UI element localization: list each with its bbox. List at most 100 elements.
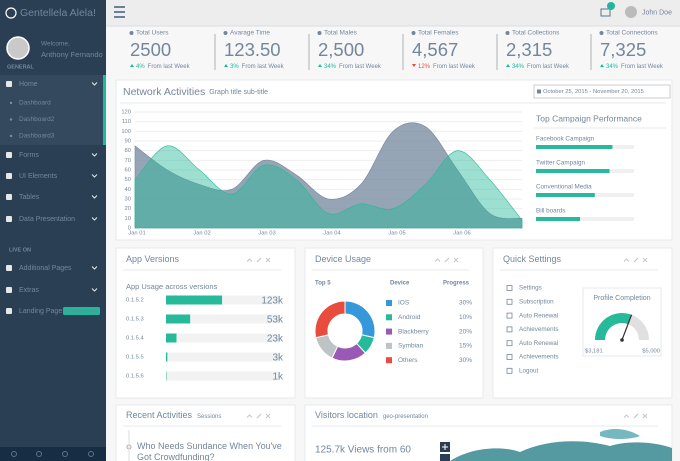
gauge-max: $5,000 xyxy=(642,349,660,355)
progress-bar xyxy=(536,145,613,149)
campaign-label: Conventional Media xyxy=(536,184,592,191)
panel-title: Network Activities xyxy=(123,86,205,98)
settings-item[interactable]: Auto Renewal xyxy=(519,312,558,319)
user-avatar[interactable] xyxy=(625,6,637,18)
change: 4% xyxy=(136,64,145,70)
x-tick-label: Jan 02 xyxy=(193,231,210,237)
settings-icon[interactable] xyxy=(256,257,262,263)
close-icon[interactable] xyxy=(265,413,271,419)
x-tick-label: Jan 05 xyxy=(388,231,405,237)
progress-bg xyxy=(166,333,280,343)
submenu-item[interactable]: Dashboard2 xyxy=(19,116,55,123)
welcome: Welcome, xyxy=(41,41,70,48)
map-land xyxy=(450,441,672,461)
settings-item[interactable]: Settings xyxy=(519,285,542,292)
version-label: 0.1.5.6 xyxy=(126,374,144,380)
menu-item[interactable]: Additional Pages xyxy=(19,265,72,272)
settings-icon[interactable] xyxy=(256,413,262,419)
panel-header: App Versions xyxy=(126,254,180,264)
change-note: From last Week xyxy=(148,64,191,70)
menu-item[interactable]: Home xyxy=(19,81,38,88)
submenu-item[interactable]: Dashboard xyxy=(19,100,51,107)
settings-icon[interactable] xyxy=(444,257,450,263)
progress-bar xyxy=(536,193,595,197)
progress-bar xyxy=(536,169,610,173)
map-zoom-out[interactable] xyxy=(440,454,450,461)
change-note: From last Week xyxy=(339,64,382,70)
trend-arrow xyxy=(318,64,322,67)
close-icon[interactable] xyxy=(265,257,271,263)
progress-bg xyxy=(166,295,280,305)
date-range-box[interactable] xyxy=(533,84,671,99)
settings-item[interactable]: Achievements xyxy=(519,326,559,333)
collapse-icon[interactable] xyxy=(623,258,630,262)
progress-bar xyxy=(166,295,223,305)
menu-item[interactable]: Landing Page xyxy=(19,308,62,315)
collapse-icon[interactable] xyxy=(434,258,441,262)
close-icon[interactable] xyxy=(642,257,648,263)
footer-icon[interactable] xyxy=(62,451,68,457)
y-tick-label: 100 xyxy=(121,129,131,135)
settings-item[interactable]: Logout xyxy=(519,367,539,374)
settings-icon[interactable] xyxy=(633,413,639,419)
close-icon[interactable] xyxy=(642,413,648,419)
menu-item[interactable]: Extras xyxy=(19,287,39,294)
chevron xyxy=(91,82,98,86)
settings-item[interactable]: Subscription xyxy=(519,298,554,305)
stat-icon xyxy=(317,31,322,35)
panel-title: Visitors location xyxy=(315,410,378,420)
panel-header: Visitors location geo-presentation xyxy=(315,410,428,420)
close-icon[interactable] xyxy=(453,257,459,263)
panel-title: Device Usage xyxy=(315,254,371,264)
menu-toggle[interactable] xyxy=(114,6,125,18)
progress-bar xyxy=(536,217,581,221)
trend-arrow xyxy=(224,64,228,67)
date-range: October 25, 2015 - November 20, 2015 xyxy=(543,89,644,95)
item-icon xyxy=(506,367,513,374)
version-label: 0.1.5.3 xyxy=(126,317,144,323)
panel-subtitle: Sessions xyxy=(197,414,221,420)
menu-item[interactable]: Data Presentation xyxy=(19,216,75,223)
menu-icon xyxy=(6,152,12,158)
area-series xyxy=(134,145,523,229)
settings-item[interactable]: Achievements xyxy=(519,354,559,361)
footer-icon[interactable] xyxy=(11,451,17,457)
stat-value: 7,325 xyxy=(600,39,646,60)
collapse-icon[interactable] xyxy=(623,414,630,418)
mail-icon[interactable] xyxy=(600,8,611,17)
menu-item[interactable]: UI Elements xyxy=(19,173,58,180)
submenu-item[interactable]: Dashboard3 xyxy=(19,133,55,140)
item-icon xyxy=(506,326,513,333)
item-icon xyxy=(506,354,513,360)
device-percent: 15% xyxy=(459,343,472,350)
menu-item[interactable]: Tables xyxy=(19,194,40,201)
campaign-label: Bill boards xyxy=(536,208,565,215)
subtitle: App Usage across versions xyxy=(126,282,218,291)
change: 34% xyxy=(324,64,337,70)
settings-item[interactable]: Auto Renewal xyxy=(519,340,558,347)
submenu-dot xyxy=(9,118,13,121)
panel-title: Quick Settings xyxy=(503,254,562,264)
device-name: Symbian xyxy=(398,343,424,350)
stat-value: 2,500 xyxy=(318,39,364,60)
stat-value: 2,315 xyxy=(506,39,552,60)
settings-icon[interactable] xyxy=(633,257,639,263)
recent-panel xyxy=(115,404,296,461)
panel-header: Quick Settings xyxy=(503,254,562,264)
menu-icon xyxy=(6,194,12,200)
footer-icon[interactable] xyxy=(88,451,94,457)
legend-swatch xyxy=(386,328,392,335)
stat-change: 34% From last Week xyxy=(606,64,664,70)
y-tick-label: 90 xyxy=(125,139,131,145)
activity-item[interactable]: Who Needs Sundance When You've Got Crowd… xyxy=(137,441,282,461)
y-tick-label: 10 xyxy=(125,216,131,222)
chevron xyxy=(91,217,98,221)
footer-icon[interactable] xyxy=(36,451,42,457)
collapse-icon[interactable] xyxy=(246,258,253,262)
table-header: Progress xyxy=(443,281,470,287)
menu-item[interactable]: Forms xyxy=(19,152,39,159)
collapse-icon[interactable] xyxy=(246,414,253,418)
top-nav xyxy=(106,0,680,26)
trend-arrow xyxy=(412,64,416,67)
map-land xyxy=(600,429,640,439)
